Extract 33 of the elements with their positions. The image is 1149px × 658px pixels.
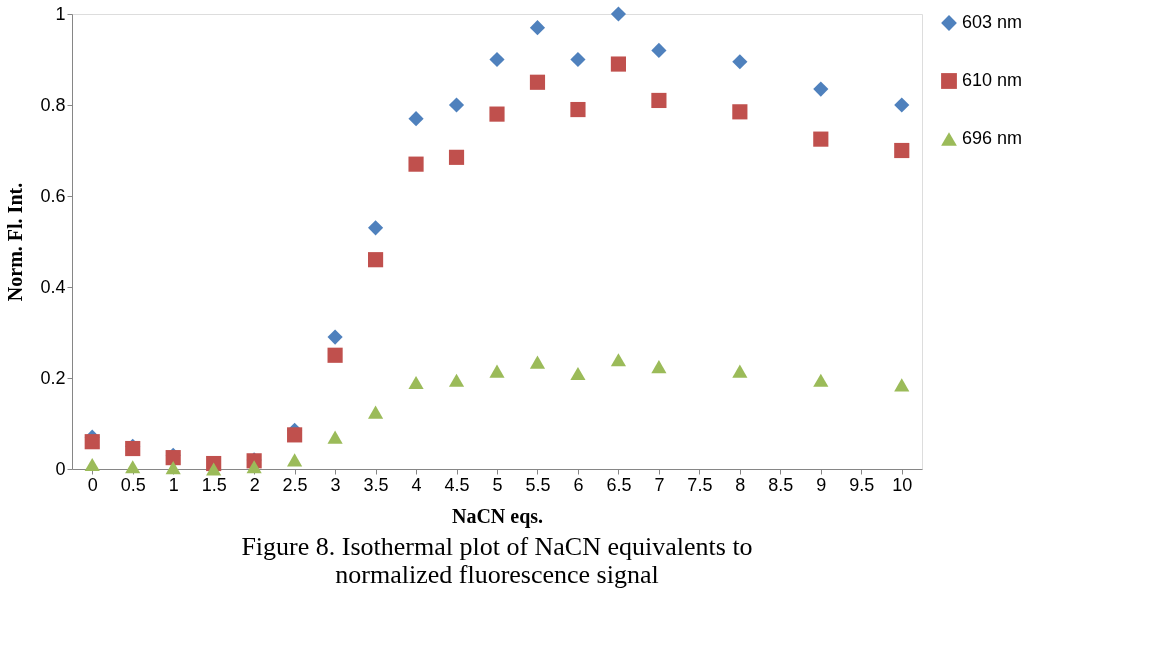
y-axis-title: Norm. Fl. Int. — [4, 182, 27, 302]
x-tick-label: 0 — [87, 474, 98, 495]
legend-label: 610 nm — [962, 70, 1023, 90]
x-tick-label: 1 — [168, 474, 179, 495]
x-tick-label: 3.5 — [363, 474, 389, 495]
x-tick-label: 7.5 — [687, 474, 713, 495]
y-tick-label: 0.4 — [40, 276, 66, 297]
x-tick-label: 8 — [735, 474, 746, 495]
x-tick-label: 5 — [492, 474, 503, 495]
x-tick-label: 2 — [249, 474, 260, 495]
legend-label: 696 nm — [962, 128, 1023, 148]
x-tick-label: 9 — [816, 474, 827, 495]
x-tick-label: 9.5 — [849, 474, 875, 495]
y-tick-label: 0 — [55, 458, 66, 479]
x-tick-label: 6 — [573, 474, 584, 495]
x-tick-label: 10 — [892, 474, 913, 495]
x-tick-label: 3 — [330, 474, 341, 495]
x-tick-label: 6.5 — [606, 474, 632, 495]
legend-label: 603 nm — [962, 12, 1023, 32]
x-tick-label: 2.5 — [282, 474, 308, 495]
x-tick-label: 4 — [411, 474, 422, 495]
y-tick-label: 0.8 — [40, 94, 66, 115]
y-tick-label: 0.6 — [40, 185, 66, 206]
y-tick-label: 0.2 — [40, 367, 66, 388]
x-tick-label: 8.5 — [768, 474, 794, 495]
x-tick-label: 5.5 — [525, 474, 551, 495]
x-tick-label: 7 — [654, 474, 665, 495]
y-tick-label: 1 — [55, 3, 66, 24]
x-tick-label: 0.5 — [120, 474, 146, 495]
x-tick-label: 4.5 — [444, 474, 470, 495]
caption: Figure 8. Isothermal plot of NaCN equivalents to normalized fluorescence signal — [241, 532, 753, 589]
x-tick-label: 1.5 — [201, 474, 227, 495]
x-axis-title: NaCN eqs. — [451, 504, 544, 528]
